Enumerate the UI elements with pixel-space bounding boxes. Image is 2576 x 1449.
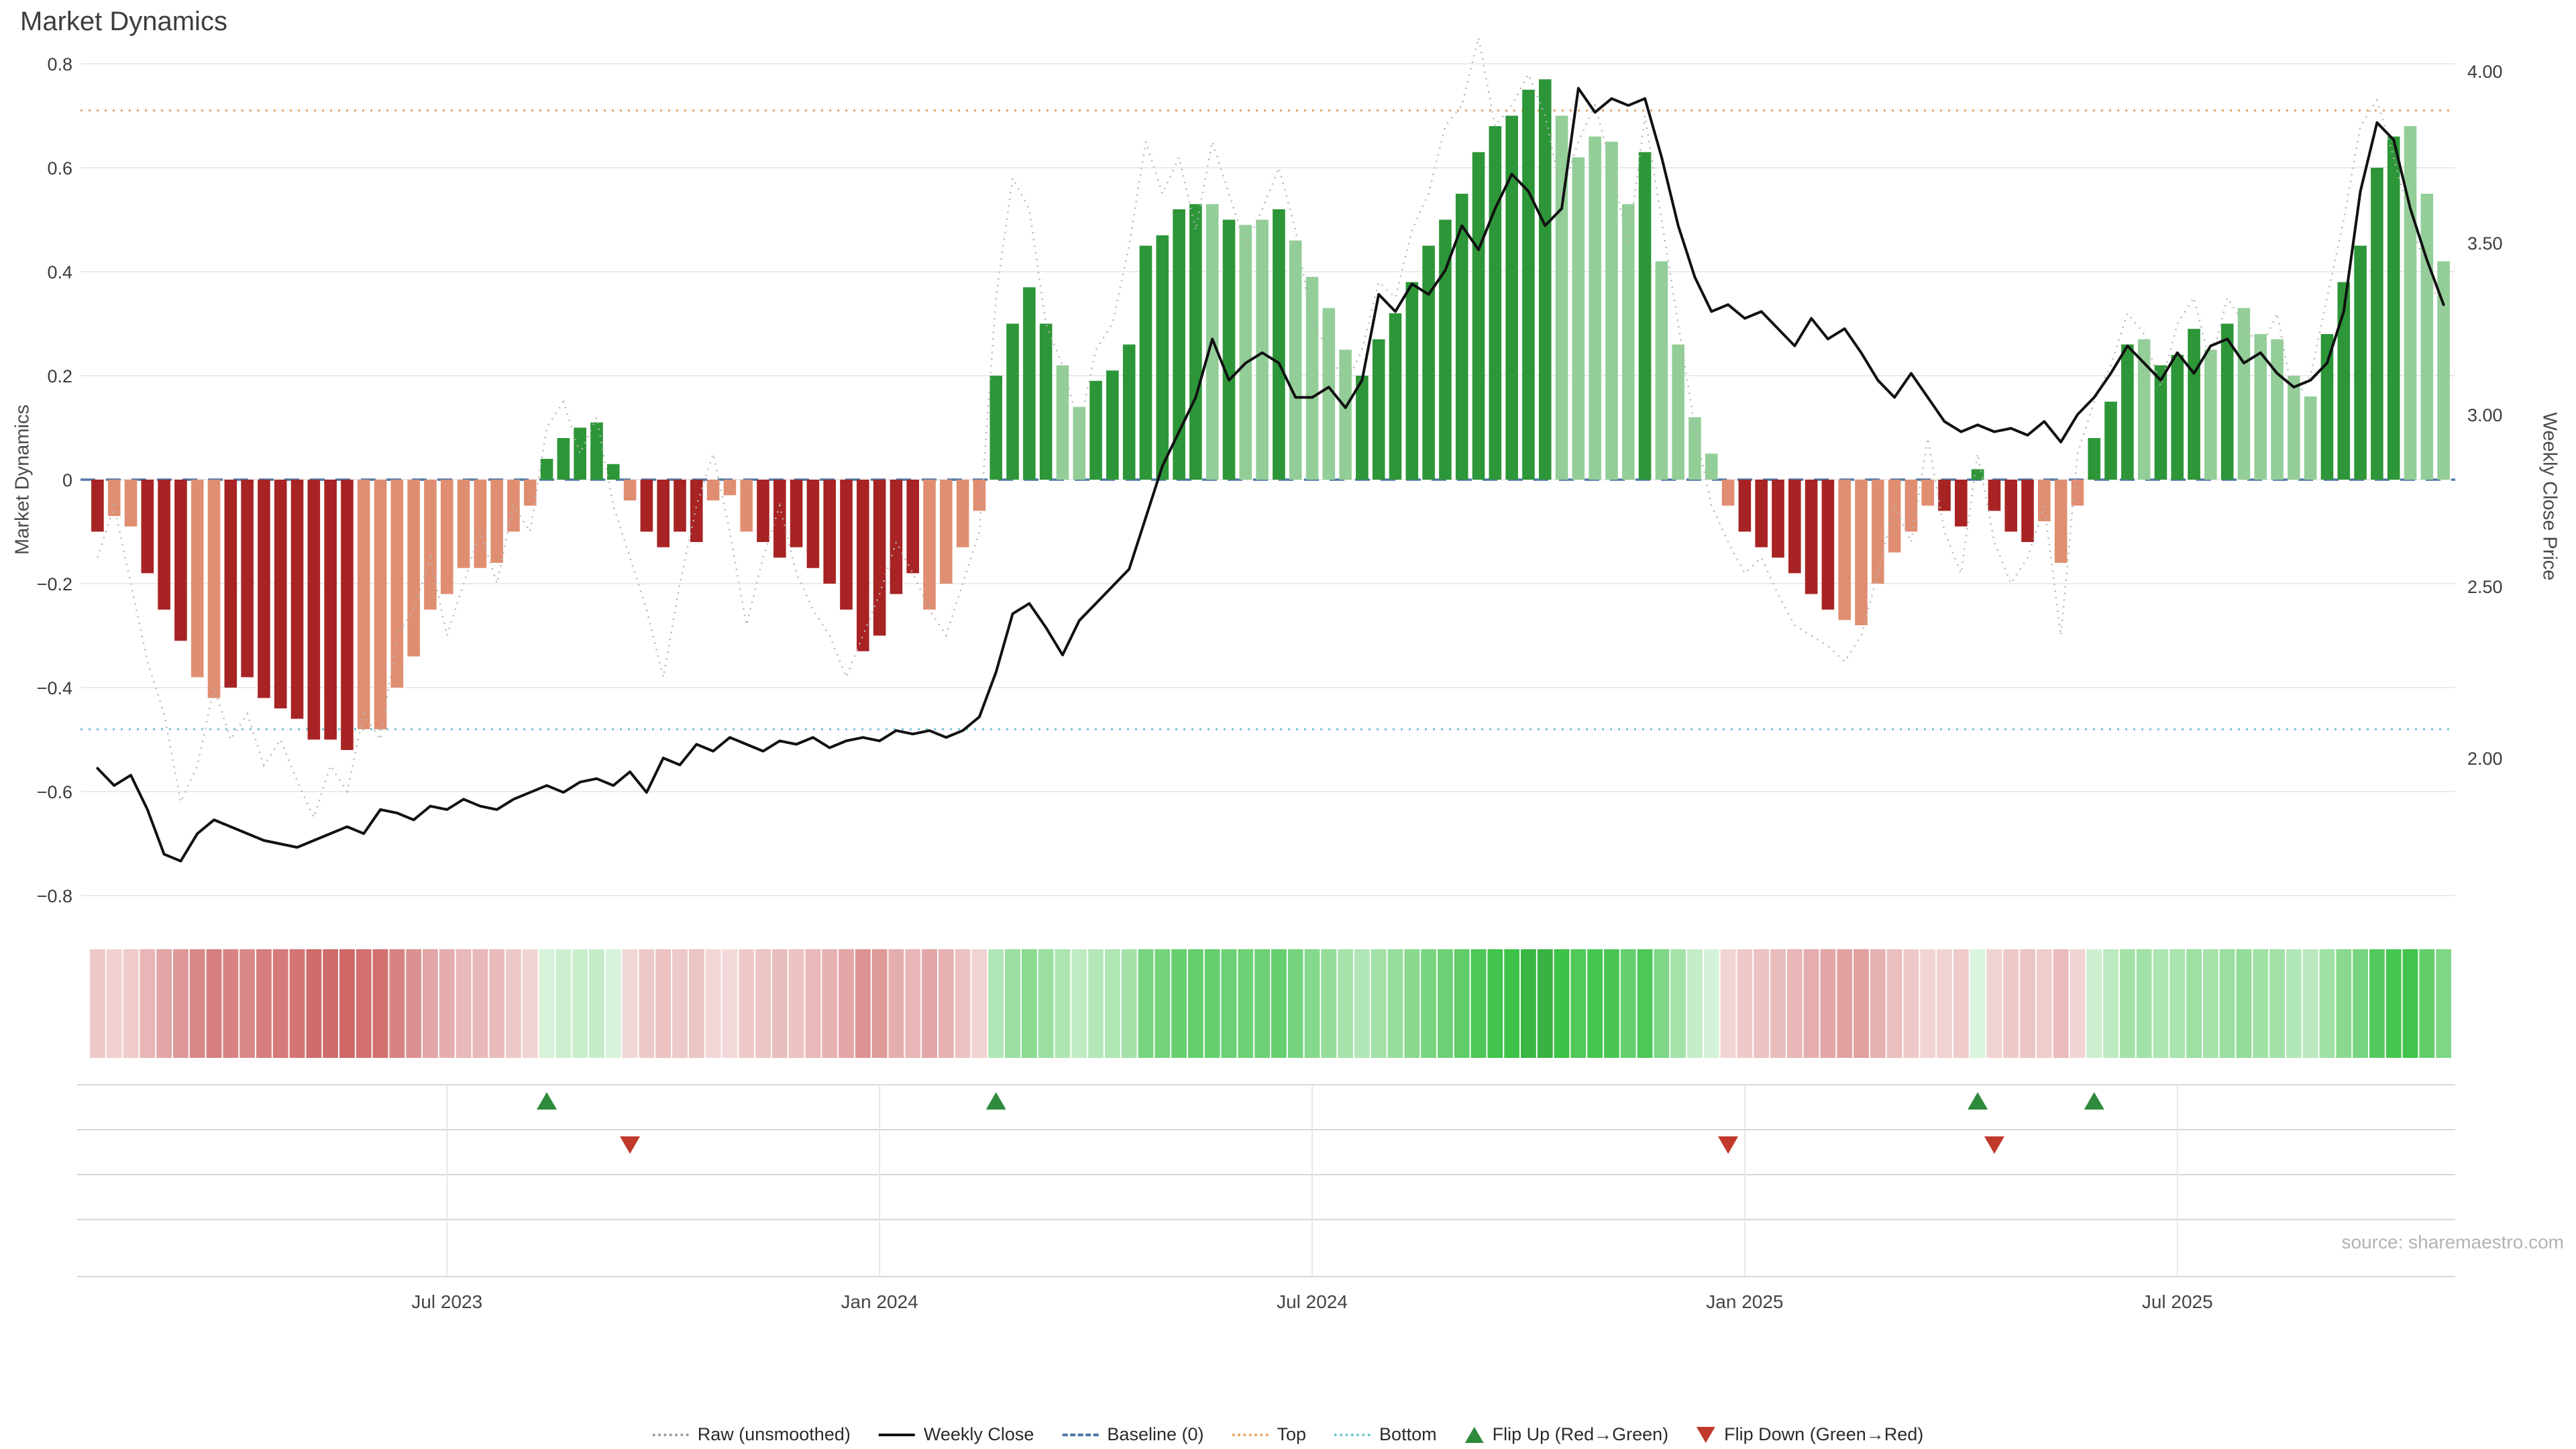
legend-item-bottom: Bottom bbox=[1334, 1424, 1437, 1445]
left-tick-label: −0.2 bbox=[37, 574, 72, 594]
legend-label: Raw (unsmoothed) bbox=[697, 1424, 851, 1444]
flip-up-triangle-icon bbox=[1464, 1426, 1484, 1443]
flip-down-marker-icon bbox=[1984, 1136, 2004, 1154]
chart-title: Market Dynamics bbox=[20, 7, 227, 36]
legend-label: Bottom bbox=[1379, 1424, 1437, 1444]
right-tick-label: 2.00 bbox=[2467, 749, 2503, 769]
left-tick-label: 0.8 bbox=[47, 54, 72, 74]
left-tick-label: 0 bbox=[62, 470, 72, 490]
legend-item-baseline: Baseline (0) bbox=[1062, 1424, 1203, 1445]
dynamics-bars bbox=[91, 79, 2450, 750]
x-tick-label: Jul 2023 bbox=[411, 1291, 482, 1312]
left-tick-label: −0.8 bbox=[37, 886, 72, 906]
x-tick-label: Jan 2024 bbox=[841, 1291, 918, 1312]
flip-down-marker-icon bbox=[620, 1136, 641, 1154]
x-tick-label: Jul 2024 bbox=[1277, 1291, 1348, 1312]
x-tick-label: Jan 2025 bbox=[1706, 1291, 1783, 1312]
flip-up-marker-icon bbox=[985, 1092, 1006, 1110]
legend-label: Flip Down (Green→Red) bbox=[1724, 1424, 1924, 1444]
left-tick-label: 0.4 bbox=[47, 262, 72, 282]
heat-strip bbox=[89, 949, 2452, 1058]
source-credit: source: sharemaestro.com bbox=[2341, 1232, 2564, 1252]
flip-up-marker-icon bbox=[537, 1092, 557, 1110]
right-tick-label: 3.00 bbox=[2467, 405, 2503, 425]
right-tick-label: 4.00 bbox=[2467, 62, 2503, 82]
legend-item-top: Top bbox=[1232, 1424, 1306, 1445]
left-tick-label: 0.2 bbox=[47, 366, 72, 386]
weekly-close-line bbox=[96, 87, 2445, 863]
legend-label: Top bbox=[1277, 1424, 1307, 1444]
baseline-swatch-icon bbox=[1062, 1433, 1099, 1436]
legend-label: Weekly Close bbox=[923, 1424, 1034, 1444]
legend-label: Baseline (0) bbox=[1107, 1424, 1204, 1444]
flip-markers bbox=[537, 1092, 2104, 1154]
left-tick-label: 0.6 bbox=[47, 158, 72, 178]
x-tick-label: Jul 2025 bbox=[2142, 1291, 2213, 1312]
flip-down-marker-icon bbox=[1718, 1136, 1739, 1154]
close-line-swatch-icon bbox=[878, 1433, 915, 1436]
legend-label: Flip Up (Red→Green) bbox=[1492, 1424, 1669, 1444]
left-tick-label: −0.6 bbox=[37, 782, 72, 802]
legend: Raw (unsmoothed) Weekly Close Baseline (… bbox=[652, 1424, 1923, 1445]
gridlines: 0.8 0.6 0.4 0.2 0 −0.2 −0.4 −0.6 −0.8 4.00 3.50 3.0… bbox=[37, 54, 2503, 906]
flip-up-marker-icon bbox=[2084, 1092, 2104, 1110]
left-tick-label: −0.4 bbox=[37, 678, 72, 698]
right-tick-label: 2.50 bbox=[2467, 577, 2503, 597]
top-line-swatch-icon bbox=[1232, 1433, 1269, 1436]
right-tick-label: 3.50 bbox=[2467, 233, 2503, 254]
flip-down-triangle-icon bbox=[1697, 1426, 1716, 1443]
legend-item-weekly-close: Weekly Close bbox=[878, 1424, 1034, 1445]
flip-up-marker-icon bbox=[1968, 1092, 1988, 1110]
legend-item-flip-up: Flip Up (Red→Green) bbox=[1464, 1424, 1669, 1445]
legend-item-flip-down: Flip Down (Green→Red) bbox=[1697, 1424, 1923, 1445]
marker-panel: Jul 2023 Jan 2024 Jul 2024 Jan 2025 Jul 2025 bbox=[77, 1084, 2455, 1312]
raw-line bbox=[97, 37, 2445, 820]
legend-item-raw: Raw (unsmoothed) bbox=[652, 1424, 851, 1445]
bottom-line-swatch-icon bbox=[1334, 1433, 1371, 1436]
raw-line-swatch-icon bbox=[652, 1433, 689, 1436]
